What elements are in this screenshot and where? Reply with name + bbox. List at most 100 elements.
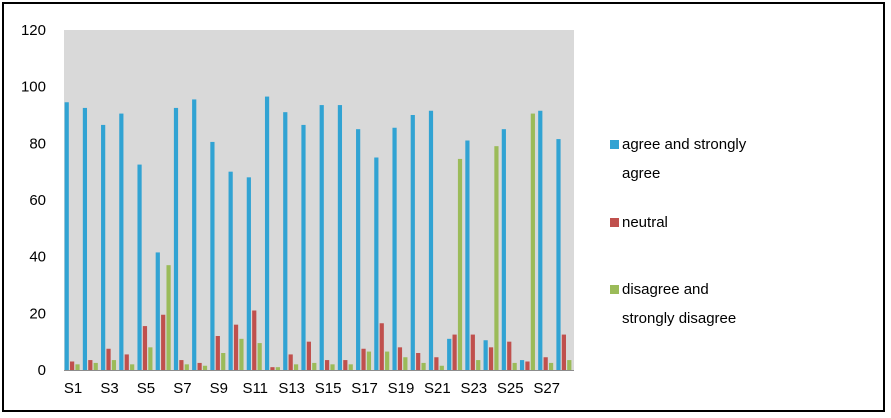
bar-2-s9	[215, 336, 220, 370]
bar-3-s24	[494, 146, 499, 370]
bar-3-s4	[130, 364, 135, 370]
bar-1-s5	[137, 164, 142, 370]
bar-1-s22	[447, 338, 452, 370]
chart-frame: 0 20 40 60 80 100 120 S1 S3 S5 S7 S9 S11 S13 S15 S17 S19…	[2, 2, 885, 412]
x-tick-label: S19	[388, 380, 415, 397]
bar-1-s25	[501, 129, 506, 370]
plot-area: 0 20 40 60 80 100 120 S1 S3 S5 S7 S9 S11 S13 S15 S17 S19…	[21, 22, 574, 397]
bar-3-s16	[348, 364, 353, 370]
bar-1-s20	[410, 115, 415, 370]
x-tick-label: S23	[460, 380, 487, 397]
bar-3-s11	[257, 343, 262, 370]
x-tick-label: S13	[278, 380, 305, 397]
bar-3-s19	[403, 357, 408, 370]
bar-1-s10	[228, 171, 233, 370]
bar-1-s27	[538, 110, 543, 370]
bar-2-s17	[361, 348, 366, 370]
bar-2-s21	[434, 357, 439, 370]
bar-1-s3	[101, 124, 106, 370]
bar-3-s6	[166, 265, 171, 370]
x-tick-label: S3	[100, 380, 118, 397]
bar-2-s2	[88, 360, 93, 370]
bar-1-s19	[392, 127, 397, 370]
bar-3-s22	[457, 158, 463, 370]
bar-3-s23	[476, 360, 481, 370]
bar-2-s6	[161, 314, 166, 370]
bar-1-s9	[210, 141, 215, 370]
bar-3-s3	[111, 360, 117, 370]
x-tick-label: S5	[137, 380, 155, 397]
x-tick-label: S21	[424, 380, 451, 397]
x-tick-label: S25	[497, 380, 524, 397]
y-tick-label: 80	[29, 135, 46, 152]
bar-1-s4	[119, 113, 124, 370]
bar-2-s27	[543, 357, 548, 370]
bar-3-s17	[366, 351, 372, 370]
bar-2-s4	[124, 354, 129, 370]
x-tick-label: S1	[64, 380, 82, 397]
x-tick-label: S17	[351, 380, 378, 397]
bar-1-s28	[556, 139, 561, 370]
bar-2-s15	[325, 360, 330, 370]
bar-1-s12	[264, 96, 270, 370]
legend-label-1: agree	[622, 165, 660, 182]
bar-1-s23	[465, 140, 470, 370]
bar-2-s16	[343, 360, 348, 370]
bar-1-s16	[337, 105, 343, 370]
bar-3-s7	[184, 364, 189, 370]
y-tick-label: 60	[29, 192, 46, 209]
x-tick-label: S11	[242, 380, 268, 397]
x-tick-label: S7	[173, 380, 191, 397]
plot-background	[64, 30, 574, 370]
bar-3-s21	[439, 365, 444, 370]
bar-2-s13	[288, 354, 293, 370]
bar-1-s26	[519, 360, 525, 370]
bar-2-s5	[142, 326, 148, 370]
bar-3-s28	[567, 360, 572, 370]
bar-2-s18	[379, 323, 384, 370]
chart: 0 20 40 60 80 100 120 S1 S3 S5 S7 S9 S11 S13 S15 S17 S19…	[21, 22, 747, 397]
bar-2-s26	[525, 361, 530, 370]
y-tick-label: 120	[21, 22, 46, 39]
bar-1-s6	[155, 252, 160, 370]
bar-2-s22	[452, 334, 457, 370]
legend-swatch-2	[610, 218, 619, 227]
legend-label-3: strongly disagree	[622, 310, 736, 327]
legend-label-2: neutral	[622, 214, 668, 231]
bar-2-s23	[470, 334, 475, 370]
bar-1-s21	[428, 110, 434, 370]
bar-3-s18	[385, 351, 390, 370]
bar-3-s9	[221, 353, 226, 370]
legend: agree and strongly agree neutral disagree a…	[610, 136, 747, 327]
legend-swatch-3	[610, 285, 619, 294]
bar-3-s13	[293, 364, 299, 370]
y-tick-label: 20	[29, 305, 46, 322]
bar-1-s7	[173, 107, 179, 371]
bar-1-s11	[246, 177, 251, 370]
bar-3-s20	[421, 362, 426, 370]
bar-2-s28	[561, 334, 566, 370]
bar-3-s8	[202, 365, 208, 370]
bar-3-s15	[330, 364, 335, 370]
bar-2-s14	[306, 341, 311, 370]
bar-3-s12	[275, 367, 280, 370]
legend-label-1: agree and strongly	[622, 136, 747, 153]
bar-3-s14	[312, 362, 317, 370]
x-tick-label: S15	[315, 380, 342, 397]
bar-1-s15	[319, 105, 324, 370]
bar-3-s10	[239, 338, 244, 370]
legend-swatch-1	[610, 140, 619, 149]
x-tick-label: S9	[210, 380, 228, 397]
bar-1-s1	[64, 102, 69, 370]
bar-2-s25	[507, 341, 512, 370]
legend-label-3: disagree and	[622, 281, 709, 298]
bar-3-s26	[530, 113, 535, 370]
bar-2-s8	[197, 362, 202, 370]
bar-2-s20	[416, 353, 421, 370]
bar-1-s8	[192, 99, 197, 371]
bar-3-s5	[148, 347, 153, 370]
y-tick-label: 100	[21, 79, 46, 96]
bar-2-s1	[70, 361, 75, 370]
bar-1-s24	[483, 340, 488, 370]
x-tick-label: S27	[533, 380, 560, 397]
